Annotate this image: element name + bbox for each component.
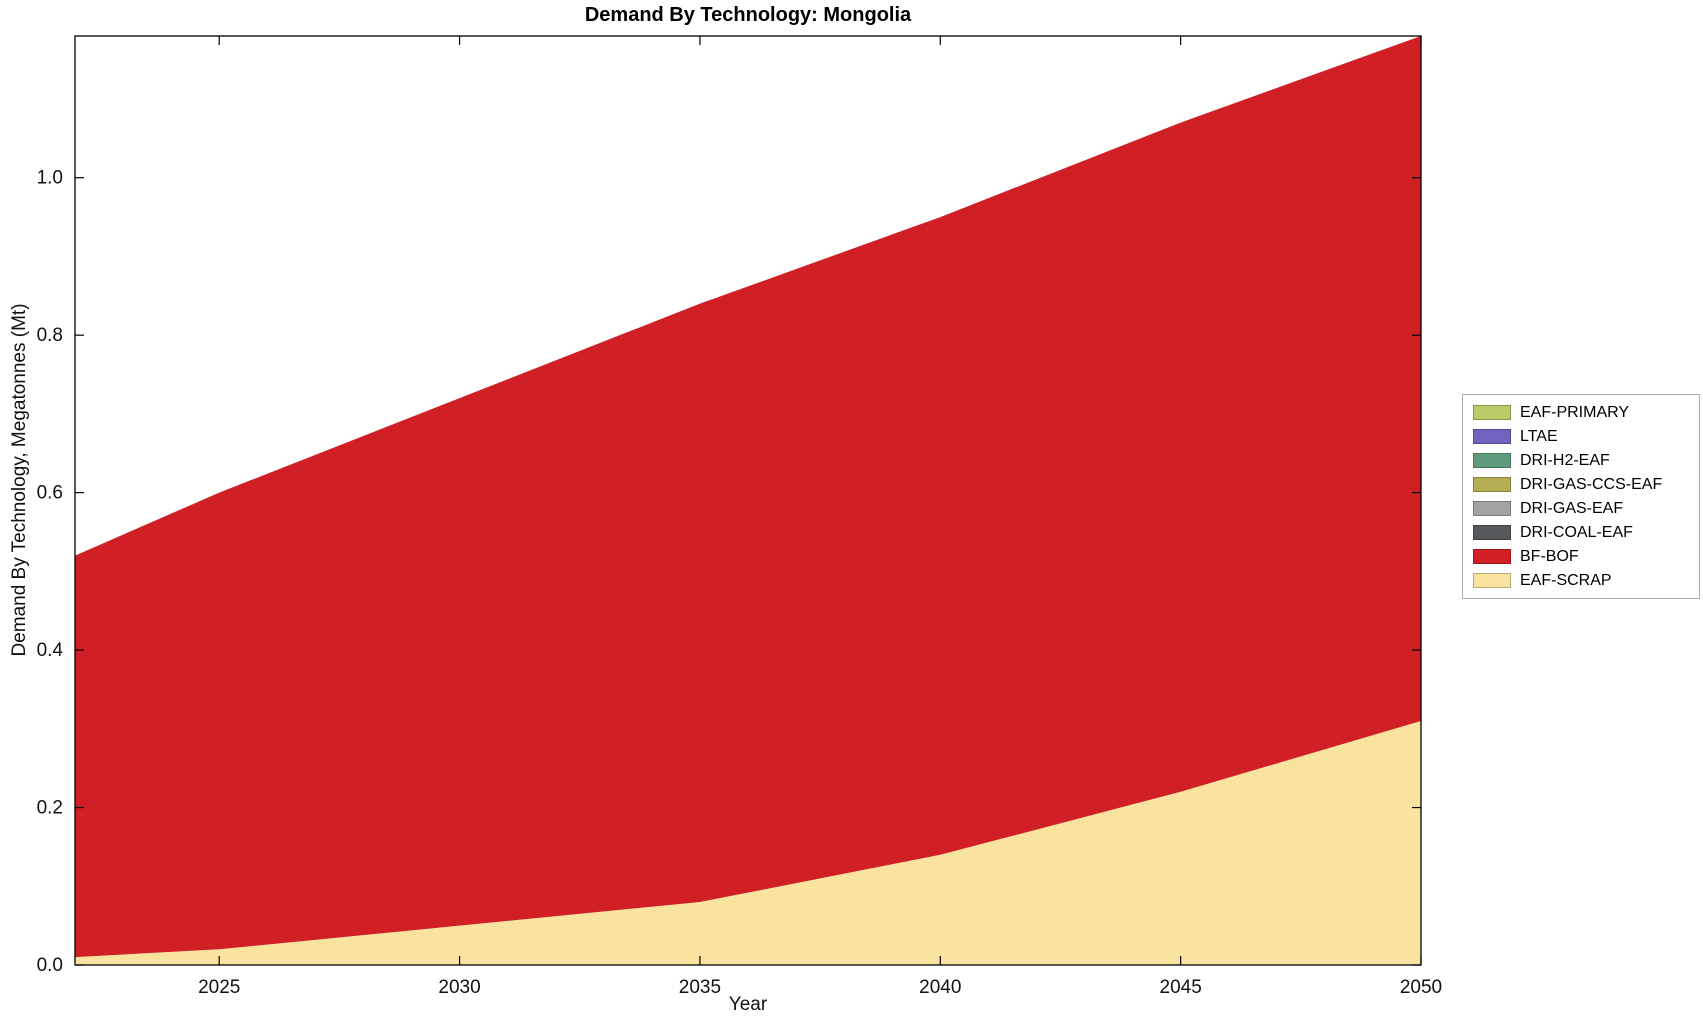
legend-item-dri-gas-eaf: DRI-GAS-EAF [1473,499,1689,518]
y-axis-label: Demand By Technology, Megatonnes (Mt) [9,303,30,657]
legend-swatch-eaf-primary [1473,405,1511,420]
legend-item-bf-bof: BF-BOF [1473,547,1689,566]
legend-label: DRI-COAL-EAF [1520,523,1633,541]
plot-border [74,35,1422,966]
y-tick-label: 1.0 [37,168,63,189]
legend-label: EAF-SCRAP [1520,571,1612,589]
y-tick-label: 0.4 [37,640,64,661]
x-tick-label: 2035 [679,977,721,998]
legend-swatch-eaf-scrap [1473,573,1511,588]
legend-item-dri-coal-eaf: DRI-COAL-EAF [1473,523,1689,542]
legend-swatch-dri-coal-eaf [1473,525,1511,540]
legend-label: BF-BOF [1520,547,1579,565]
chart-title: Demand By Technology: Mongolia [584,4,912,26]
legend-label: DRI-GAS-CCS-EAF [1520,475,1663,493]
legend-item-eaf-primary: EAF-PRIMARY [1473,403,1689,422]
legend-swatch-dri-gas-eaf [1473,501,1511,516]
x-tick-label: 2045 [1160,977,1202,998]
y-tick-label: 0.8 [37,325,63,346]
legend-swatch-dri-gas-ccs-eaf [1473,477,1511,492]
legend-item-dri-h2-eaf: DRI-H2-EAF [1473,451,1689,470]
legend: EAF-PRIMARY LTAE DRI-H2-EAF DRI-GAS-CCS-EAF… [1462,394,1700,599]
x-tick-label: 2040 [919,977,961,998]
y-tick-label: 0.0 [37,955,63,976]
legend-swatch-dri-h2-eaf [1473,453,1511,468]
legend-label: DRI-GAS-EAF [1520,499,1624,517]
x-tick-label: 2050 [1400,977,1442,998]
y-tick-label: 0.6 [37,483,63,504]
area-eaf-scrap [75,720,1421,965]
x-tick-label: 2030 [438,977,480,998]
x-tick-label: 2025 [198,977,240,998]
y-tick-label: 0.2 [37,798,63,819]
legend-item-ltae: LTAE [1473,427,1689,446]
area-bf-bof [75,36,1421,958]
legend-item-eaf-scrap: EAF-SCRAP [1473,571,1689,590]
legend-label: LTAE [1520,427,1558,445]
legend-label: EAF-PRIMARY [1520,403,1630,421]
x-axis-label: Year [728,994,768,1015]
legend-swatch-ltae [1473,429,1511,444]
legend-label: DRI-H2-EAF [1520,451,1610,469]
legend-swatch-bf-bof [1473,549,1511,564]
legend-item-dri-gas-ccs-eaf: DRI-GAS-CCS-EAF [1473,475,1689,494]
